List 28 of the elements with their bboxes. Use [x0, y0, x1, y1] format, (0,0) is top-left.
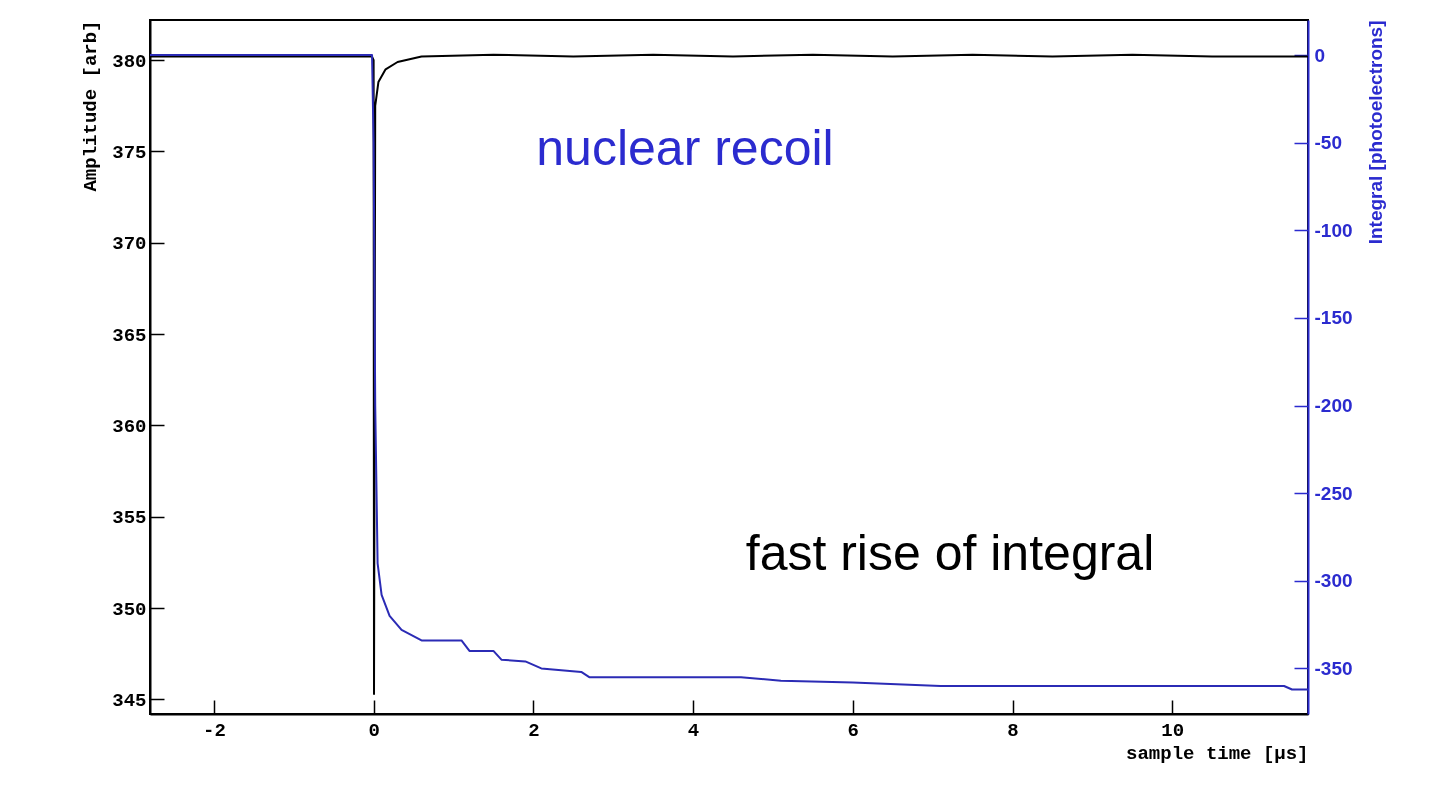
y-tick-label: 350 — [112, 598, 147, 621]
x-tick-label: 10 — [1161, 719, 1185, 742]
x-tick-label: 0 — [368, 719, 380, 742]
y2-tick-label: -200 — [1314, 395, 1353, 417]
y-tick-label: 360 — [112, 415, 147, 438]
y-tick-label: 355 — [112, 507, 147, 530]
y-axis-title: Amplitude [arb] — [80, 20, 103, 192]
y2-tick-label: -300 — [1314, 570, 1353, 592]
x-tick-label: -2 — [202, 719, 226, 742]
y-tick-label: 370 — [112, 233, 147, 256]
y-tick-label: 345 — [112, 689, 147, 712]
x-axis-title: sample time [μs] — [1126, 742, 1309, 765]
y2-tick-label: 0 — [1314, 44, 1326, 66]
y2-tick-label: -350 — [1314, 657, 1353, 679]
annotation: fast rise of integral — [745, 525, 1155, 581]
y2-tick-label: -100 — [1314, 219, 1353, 241]
annotation: nuclear recoil — [536, 120, 834, 176]
x-tick-label: 4 — [687, 719, 700, 742]
x-tick-label: 2 — [528, 719, 540, 742]
y-tick-label: 365 — [112, 324, 147, 347]
x-tick-label: 6 — [847, 719, 859, 742]
y2-tick-label: -50 — [1314, 132, 1342, 154]
x-tick-label: 8 — [1007, 719, 1019, 742]
y-tick-label: 375 — [112, 141, 147, 164]
y2-tick-label: -150 — [1314, 307, 1353, 329]
y2-tick-label: -250 — [1314, 482, 1353, 504]
y2-axis-title: Integral [photoelectrons] — [1364, 20, 1386, 245]
y-tick-label: 380 — [112, 50, 147, 73]
